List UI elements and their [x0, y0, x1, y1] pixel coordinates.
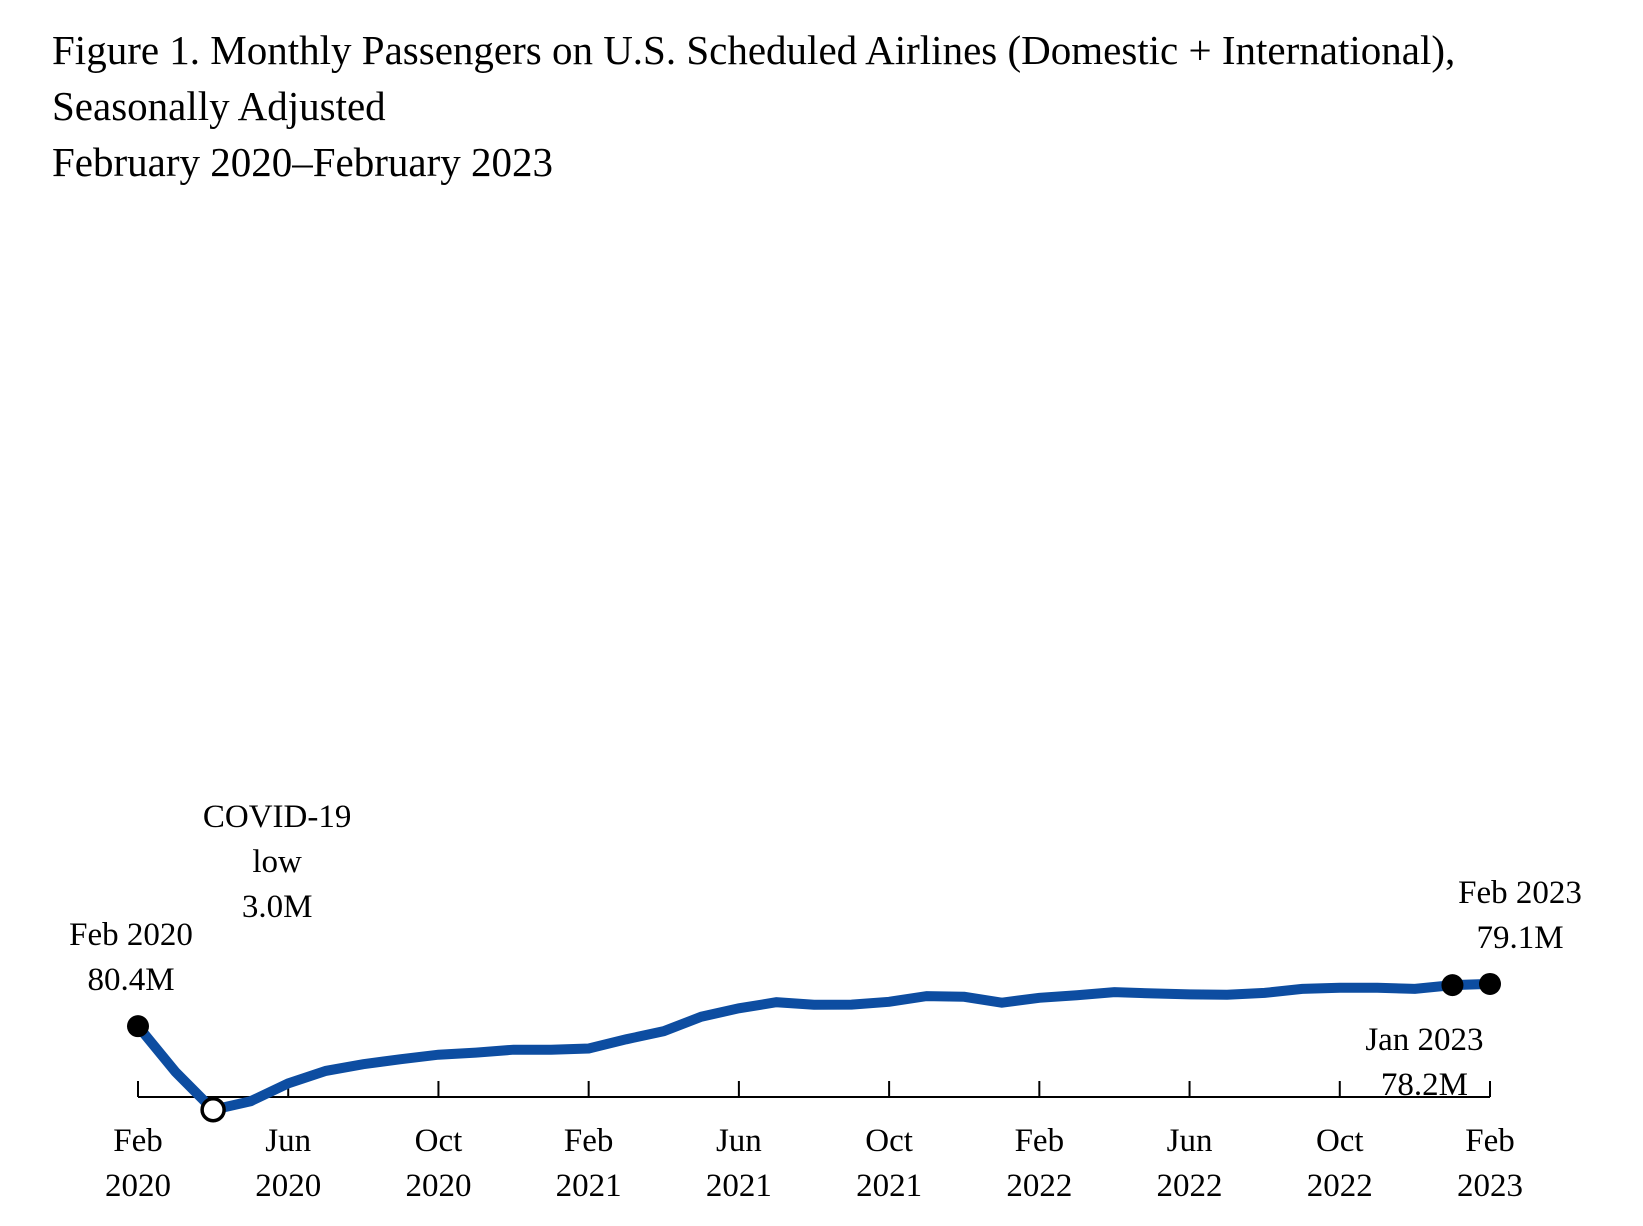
x-axis: Feb 2020 Jun 2020 Oct 2020 Feb 2021 Jun 2021 Oct 20… [105, 1081, 1523, 1204]
x-tick-label-year: 2020 [405, 1168, 471, 1204]
x-tick-label-year: 2021 [706, 1168, 772, 1204]
x-tick-label-year: 2020 [255, 1168, 321, 1204]
x-tick-label-year: 2021 [556, 1168, 622, 1204]
chart-title: Figure 1. Monthly Passengers on U.S. Sch… [52, 22, 1455, 190]
chart-title-line1: Figure 1. Monthly Passengers on U.S. Sch… [52, 27, 1456, 73]
series-line-passengers [134, 978, 1491, 1116]
x-tick-label-month: Feb [113, 1123, 163, 1159]
highlight-marker [127, 1015, 149, 1038]
x-tick-label-month: Oct [415, 1123, 463, 1159]
annotation-label: 3.0M [242, 889, 313, 925]
x-tick-label-year: 2023 [1457, 1168, 1523, 1204]
x-tick-label-month: Oct [865, 1123, 913, 1159]
annotation-label: 79.1M [1476, 920, 1563, 956]
x-tick-label-year: 2022 [1006, 1168, 1072, 1204]
low-point-marker [200, 1097, 226, 1123]
highlight-marker [1479, 972, 1501, 995]
series-layer [134, 978, 1491, 1116]
x-tick-label-month: Oct [1316, 1123, 1364, 1159]
x-tick-label-month: Feb [1015, 1123, 1065, 1159]
annotation-layer: Feb 2020 80.4M COVID-19 low 3.0M Jan 2023 78.2… [69, 799, 1582, 1103]
annotation-label: Jan 2023 [1365, 1022, 1483, 1058]
x-tick-label-year: 2020 [105, 1168, 171, 1204]
chart-title-line2: Seasonally Adjusted [52, 83, 386, 129]
x-tick-label-month: Jun [1167, 1123, 1213, 1159]
annotation-label: Feb 2023 [1458, 875, 1582, 911]
x-tick-label-year: 2022 [1307, 1168, 1373, 1204]
x-tick-label-month: Jun [265, 1123, 311, 1159]
x-tick-label-month: Feb [1465, 1123, 1515, 1159]
annotation-label: 78.2M [1381, 1067, 1468, 1103]
chart-subtitle: February 2020–February 2023 [52, 139, 554, 185]
annotation-label: 80.4M [87, 962, 174, 998]
annotation-label: Feb 2020 [69, 917, 193, 953]
highlight-marker [1441, 974, 1464, 997]
annotation-label: low [252, 844, 302, 880]
x-tick-label-month: Jun [716, 1123, 762, 1159]
marker-layer [127, 972, 1501, 1123]
x-tick-label-year: 2022 [1157, 1168, 1223, 1204]
annotation-label: COVID-19 [203, 799, 351, 835]
x-tick-label-year: 2021 [856, 1168, 922, 1204]
x-tick-label-month: Feb [564, 1123, 614, 1159]
